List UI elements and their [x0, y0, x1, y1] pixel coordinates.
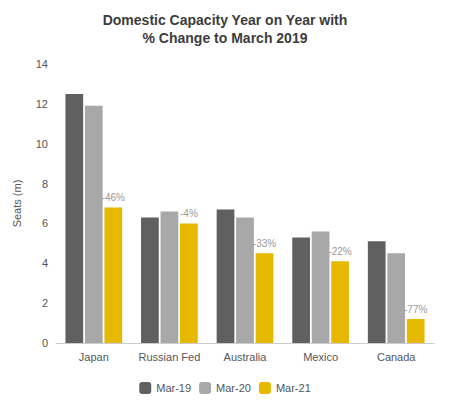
svg-text:0: 0 — [42, 337, 48, 349]
svg-text:10: 10 — [36, 138, 48, 150]
svg-text:Mar-21: Mar-21 — [276, 382, 311, 394]
svg-text:Russian Fed: Russian Fed — [139, 351, 201, 363]
svg-text:Seats (m): Seats (m) — [11, 180, 23, 228]
svg-text:Mar-19: Mar-19 — [156, 382, 191, 394]
svg-text:-46%: -46% — [102, 192, 125, 203]
svg-text:Mar-20: Mar-20 — [216, 382, 251, 394]
svg-text:12: 12 — [36, 98, 48, 110]
svg-text:4: 4 — [42, 257, 48, 269]
svg-text:% Change to March 2019: % Change to March 2019 — [143, 30, 308, 46]
svg-text:-77%: -77% — [404, 304, 427, 315]
svg-text:Mexico: Mexico — [303, 351, 338, 363]
svg-text:14: 14 — [36, 58, 48, 70]
svg-text:6: 6 — [42, 217, 48, 229]
svg-text:-33%: -33% — [253, 238, 276, 249]
svg-text:Japan: Japan — [79, 351, 109, 363]
svg-text:Australia: Australia — [224, 351, 268, 363]
svg-text:2: 2 — [42, 297, 48, 309]
svg-text:-4%: -4% — [180, 208, 198, 219]
svg-text:-22%: -22% — [328, 246, 351, 257]
svg-text:8: 8 — [42, 178, 48, 190]
svg-text:Domestic Capacity Year on Year: Domestic Capacity Year on Year with — [103, 12, 348, 28]
svg-text:Canada: Canada — [377, 351, 416, 363]
